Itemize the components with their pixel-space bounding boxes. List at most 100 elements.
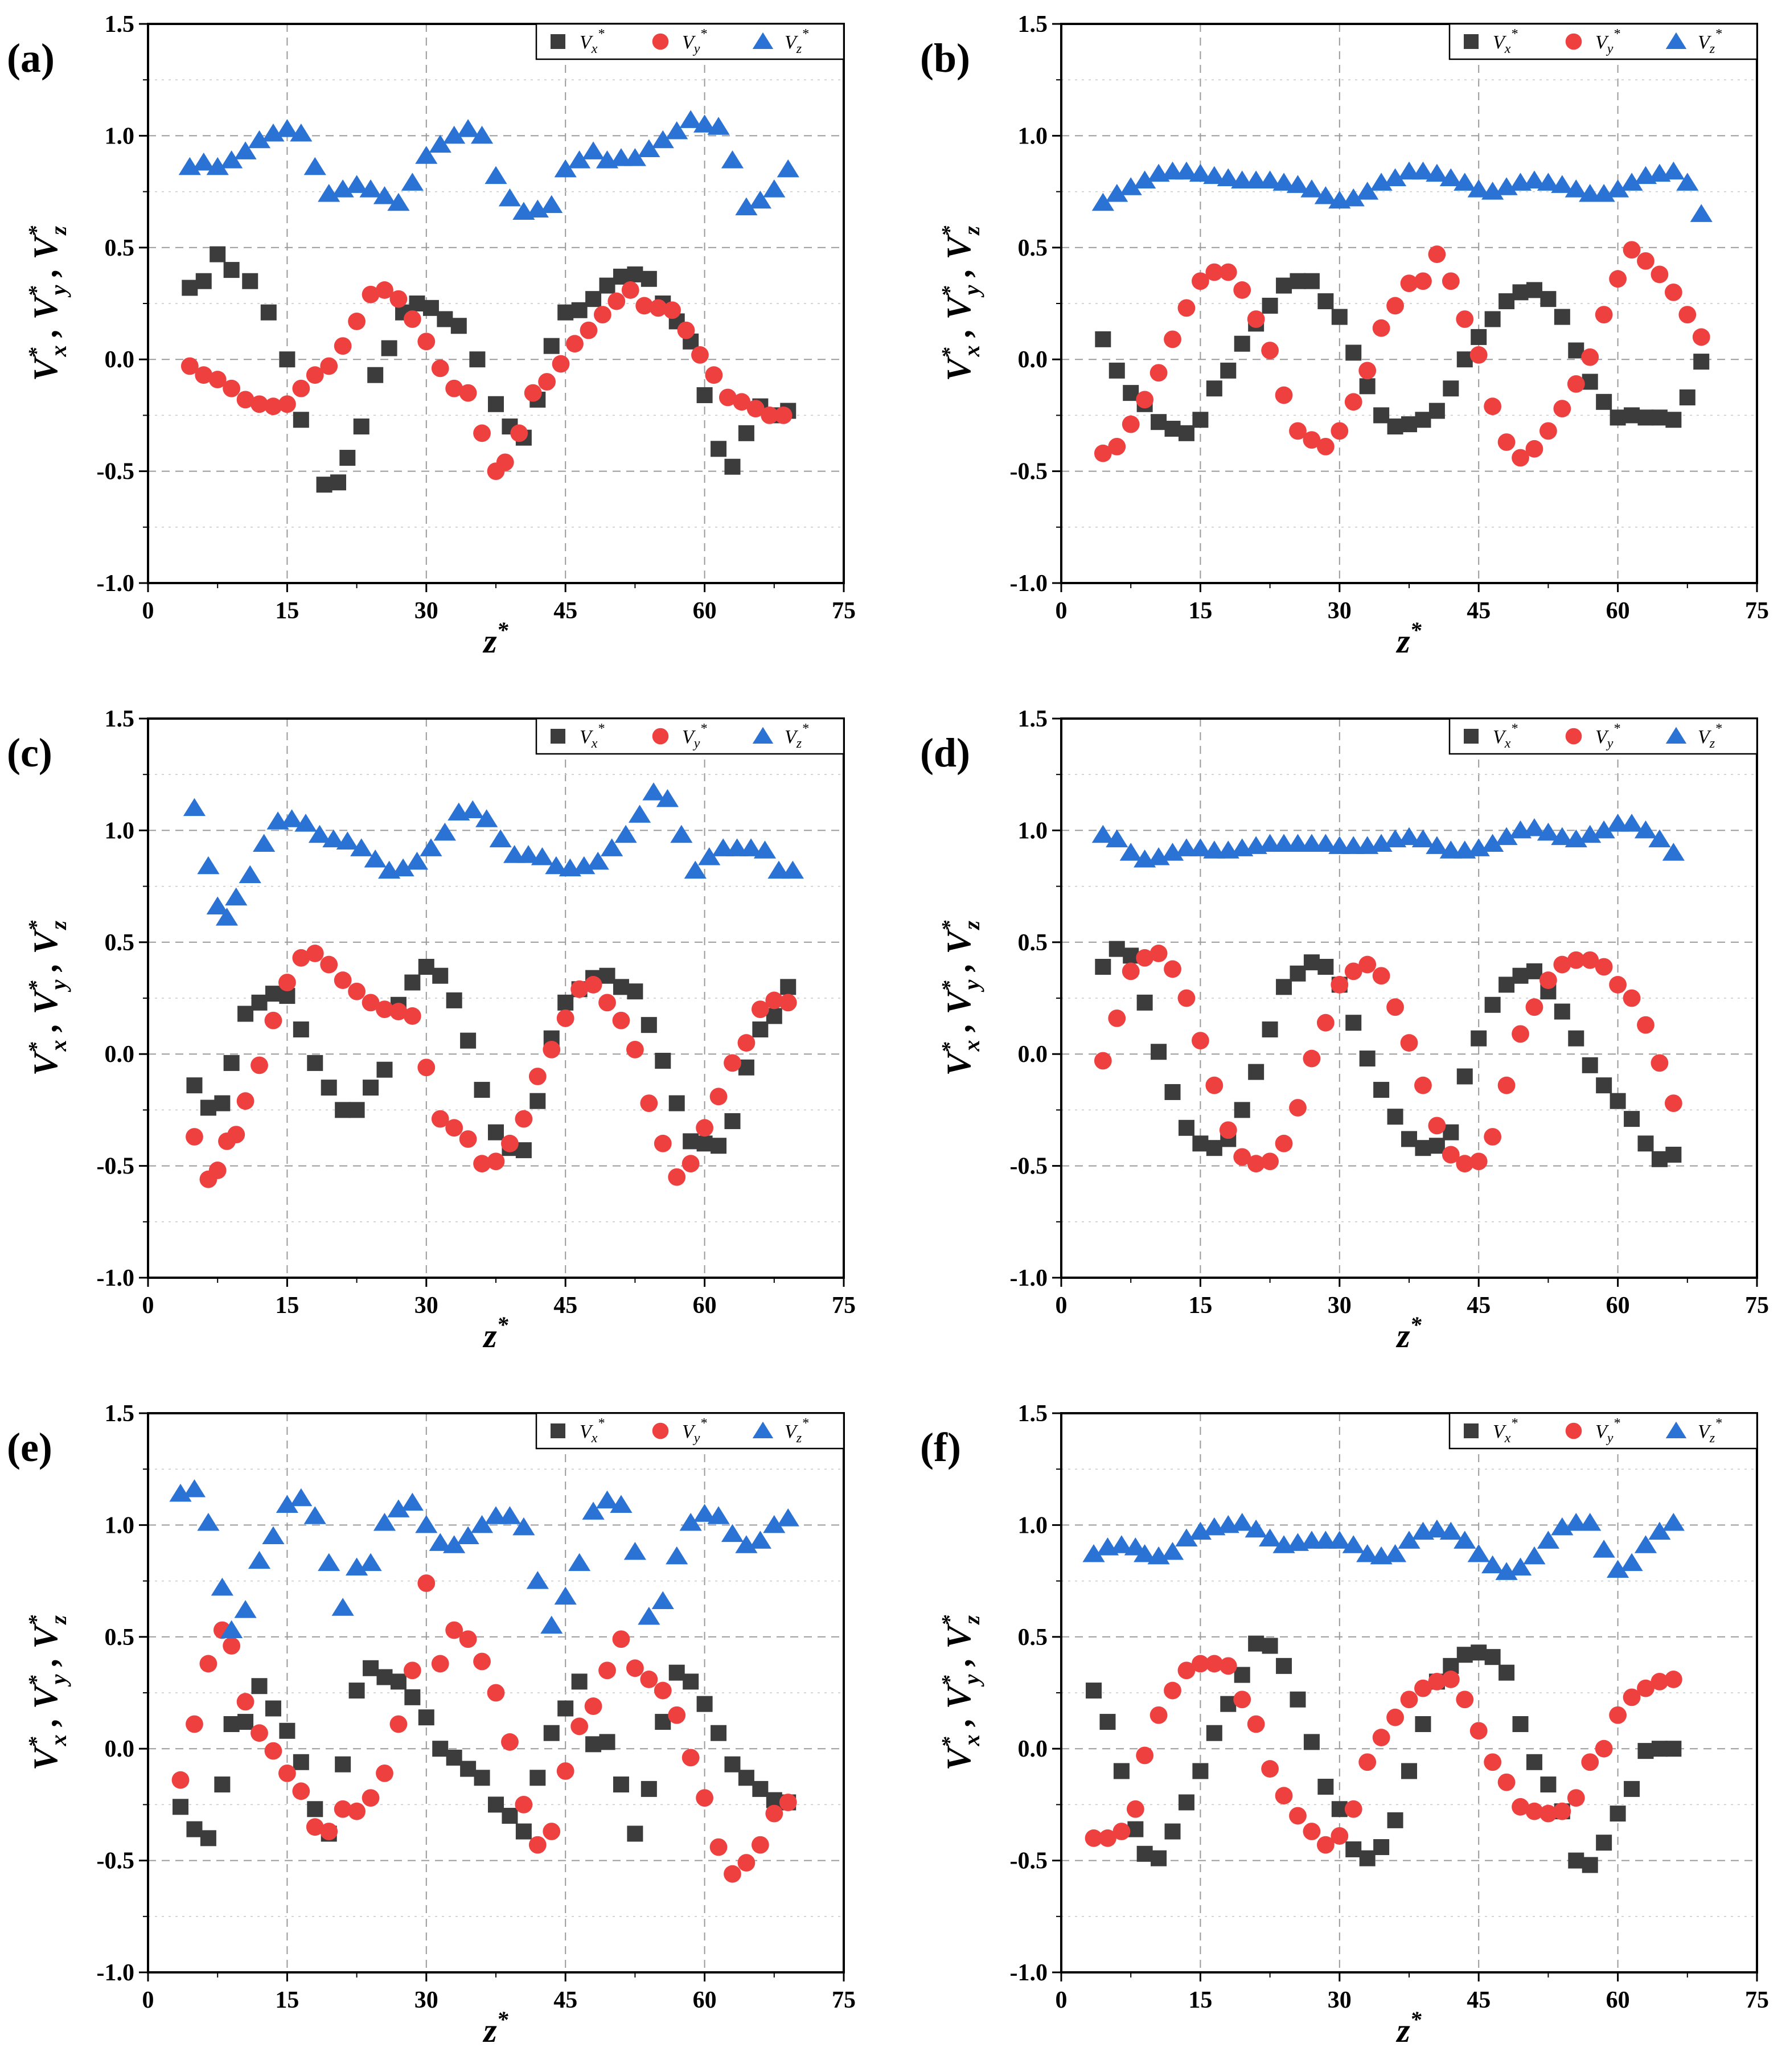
data-point (1262, 1021, 1278, 1037)
data-point (1651, 1054, 1669, 1072)
data-point (210, 246, 226, 262)
data-point (1551, 827, 1574, 846)
data-point (1082, 1544, 1105, 1562)
data-point (1609, 976, 1627, 994)
data-point (1596, 1835, 1612, 1851)
data-point (1276, 277, 1292, 294)
data-point (1113, 1763, 1130, 1779)
data-point (1415, 412, 1431, 428)
data-point (556, 1762, 574, 1780)
data-point (1567, 1789, 1585, 1807)
data-point (1205, 1655, 1224, 1673)
y-tick-label: -1.0 (1010, 1265, 1048, 1291)
data-point (215, 908, 239, 926)
data-point (1690, 204, 1713, 222)
data-point (183, 1479, 206, 1497)
data-point (510, 424, 528, 442)
data-point (1387, 1109, 1403, 1125)
data-point (1665, 1146, 1682, 1163)
data-point (223, 379, 241, 397)
series-vz (1091, 161, 1713, 222)
data-point (543, 1725, 560, 1741)
data-point (529, 1770, 546, 1786)
data-point (392, 858, 414, 877)
data-point (415, 1515, 438, 1533)
data-point (1620, 814, 1643, 832)
data-point (1136, 949, 1154, 967)
data-point (1443, 380, 1459, 397)
data-point (1383, 1544, 1407, 1562)
data-point (610, 1495, 633, 1513)
data-point (1400, 1034, 1418, 1052)
data-point (640, 1671, 658, 1688)
data-point (376, 1669, 393, 1685)
data-point (403, 1007, 421, 1025)
legend-marker (652, 33, 669, 50)
data-point (613, 268, 629, 285)
data-point (223, 262, 240, 278)
data-point (1428, 1138, 1445, 1154)
data-point (1484, 397, 1502, 416)
data-point (200, 1830, 216, 1847)
data-point (1651, 1151, 1668, 1167)
data-point (1344, 393, 1362, 411)
data-point (627, 983, 643, 1000)
data-point (1192, 272, 1209, 290)
data-point (1178, 1794, 1194, 1811)
data-point (401, 173, 424, 191)
data-point (1331, 976, 1349, 994)
chart-panel-d: 0 15 30 45 60 75 -1.0 -0.5 0.0 0.5 1.0 1.5 (d) z* V*x … (920, 706, 1769, 1355)
chart-panel-b: 0 15 30 45 60 75 -1.0 -0.5 0.0 0.5 1.0 1.5 (b) z* V*x … (920, 11, 1769, 660)
data-point (1122, 962, 1140, 980)
data-point (751, 1000, 769, 1019)
data-point (779, 1794, 797, 1811)
data-point (585, 1736, 602, 1753)
data-point (1442, 1671, 1460, 1688)
series-vz (1082, 1512, 1685, 1580)
x-axis-title: z* (1395, 617, 1422, 660)
y-tick-label: 0.0 (1018, 1736, 1048, 1762)
data-point (432, 1741, 449, 1757)
data-point (208, 1162, 227, 1179)
data-point (1261, 1152, 1279, 1171)
data-point (780, 979, 797, 995)
data-point (1426, 1519, 1448, 1538)
data-point (1471, 1030, 1487, 1047)
y-axis-title: V*x , V*y , V*z (24, 920, 71, 1076)
data-point (1623, 241, 1641, 259)
data-point (1262, 1638, 1278, 1654)
data-point (390, 1673, 407, 1690)
data-point (1276, 979, 1292, 995)
data-point (1234, 335, 1250, 352)
data-point (359, 1553, 382, 1572)
data-point (192, 153, 215, 171)
y-axis-title: V*x , V*y , V*z (938, 920, 984, 1076)
data-point (1164, 1681, 1181, 1700)
data-point (346, 175, 368, 193)
data-point (1358, 955, 1377, 974)
data-point (1400, 1691, 1418, 1709)
data-point (376, 1061, 393, 1078)
data-point (334, 1800, 352, 1818)
data-point (1401, 1763, 1417, 1779)
data-point (1523, 818, 1546, 836)
data-point (469, 351, 486, 368)
data-point (1454, 173, 1476, 191)
data-point (1086, 1683, 1102, 1699)
x-tick-label: 30 (414, 1293, 438, 1319)
y-tick-label: 0.0 (105, 1041, 135, 1068)
data-point (1512, 967, 1529, 984)
data-point (1359, 1850, 1376, 1866)
data-point (1651, 265, 1669, 284)
data-point (1498, 293, 1515, 310)
x-tick-label: 60 (693, 598, 717, 624)
data-point (195, 366, 213, 384)
y-tick-label: 1.0 (105, 1512, 135, 1538)
data-point (1665, 412, 1682, 428)
data-point (1551, 175, 1574, 193)
data-point (777, 1508, 799, 1527)
y-tick-label: 1.5 (105, 706, 135, 732)
data-point (693, 1504, 716, 1522)
data-point (1456, 1155, 1474, 1173)
data-point (763, 179, 786, 198)
